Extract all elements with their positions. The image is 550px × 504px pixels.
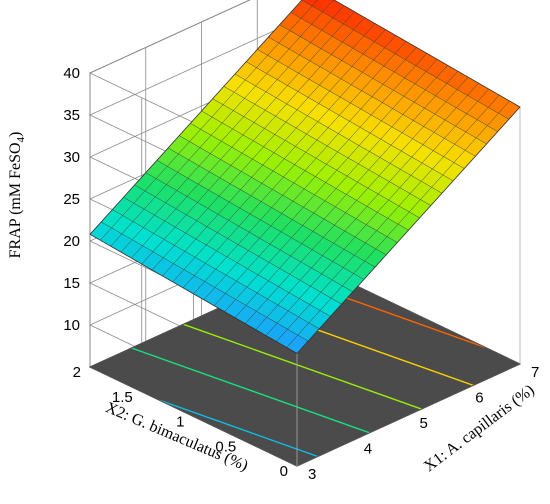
y-tick-label: 1 [176, 414, 184, 431]
contour-line [183, 323, 422, 410]
surface-outline [89, 0, 521, 354]
y-tick-label: 0 [280, 463, 288, 480]
response-surface [89, 0, 521, 354]
floor-contours [131, 276, 486, 458]
z-tick-label: 40 [63, 65, 80, 82]
y-tick-label: 2 [73, 364, 81, 381]
z-tick-label: 35 [63, 107, 80, 124]
frame-edge [89, 366, 298, 467]
contour-line [158, 399, 318, 458]
z-tick-label: 15 [63, 275, 80, 292]
y-tick-label: 1.5 [112, 389, 133, 406]
y-tick-label: 0.5 [215, 438, 236, 455]
z-tick-label: 10 [63, 317, 80, 334]
x-tick-label: 6 [475, 390, 483, 407]
x-tick-label: 3 [308, 466, 316, 483]
frame-edge [296, 363, 521, 467]
z-tick-label: 30 [63, 149, 80, 166]
z-tick-label: 20 [63, 233, 80, 250]
z-tick-label: 25 [63, 191, 80, 208]
x-tick-label: 4 [364, 441, 372, 458]
contour-line [131, 347, 370, 434]
tick-labels: 10 15 20 25 30 35 40 0 0.5 1 1.5 2 3 4 5 6 7 [63, 65, 539, 483]
z-axis-label: FRAP (mM FeSO4) [7, 132, 27, 259]
x-tick-label: 7 [531, 364, 539, 381]
x-tick-label: 5 [420, 415, 428, 432]
